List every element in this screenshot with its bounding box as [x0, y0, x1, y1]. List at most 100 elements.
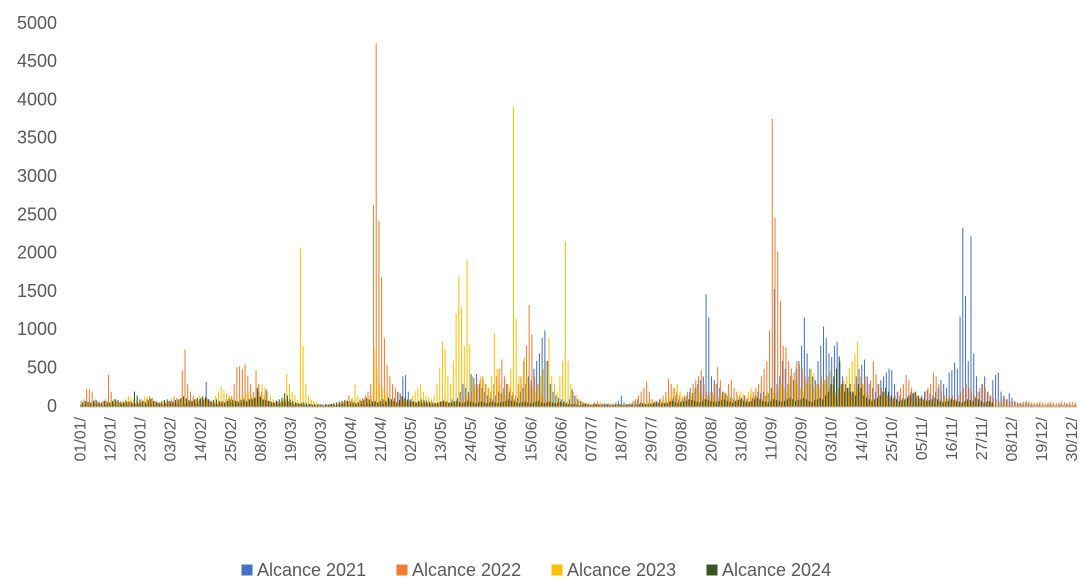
bar — [934, 397, 936, 407]
bar — [252, 391, 254, 407]
bar — [557, 402, 559, 407]
bar — [598, 404, 600, 407]
bar — [1014, 402, 1016, 407]
bar — [148, 402, 150, 407]
bar — [807, 380, 809, 407]
bar — [211, 402, 213, 407]
bar — [355, 404, 357, 407]
bar — [682, 395, 684, 407]
bar — [303, 404, 306, 407]
bar — [754, 395, 756, 407]
bar — [829, 370, 831, 407]
bar — [808, 400, 810, 407]
bar — [986, 391, 988, 407]
bar — [322, 404, 324, 407]
bar — [258, 391, 260, 407]
bar — [1003, 397, 1005, 407]
bar — [433, 403, 435, 407]
bar — [177, 399, 179, 407]
bar — [1053, 404, 1055, 407]
bar — [176, 397, 178, 407]
bar — [300, 403, 302, 407]
bar — [145, 404, 147, 407]
bar — [768, 393, 770, 407]
bar — [626, 404, 629, 407]
bar — [511, 395, 513, 407]
bar — [303, 402, 305, 407]
bar — [634, 400, 636, 407]
bar — [685, 400, 687, 407]
bar — [652, 403, 654, 407]
bar — [325, 404, 327, 407]
bar — [762, 400, 764, 407]
bar — [298, 403, 300, 407]
bar — [110, 404, 112, 407]
bar — [656, 400, 658, 407]
bar — [118, 402, 120, 407]
bar — [295, 403, 297, 407]
bar — [1058, 402, 1060, 407]
bar — [92, 400, 95, 407]
bar — [757, 391, 759, 407]
bar — [608, 404, 610, 407]
bar — [571, 389, 573, 407]
bar — [629, 404, 631, 407]
bar — [674, 387, 676, 407]
legend-swatch — [705, 563, 719, 577]
bar — [682, 401, 685, 407]
bar — [348, 395, 350, 407]
bar — [855, 395, 857, 407]
bar — [619, 404, 621, 407]
bar — [127, 396, 129, 407]
bar — [143, 400, 145, 407]
bar — [575, 402, 577, 407]
bar — [1036, 404, 1038, 407]
bar — [693, 400, 695, 407]
bar — [355, 403, 357, 407]
bar — [611, 403, 613, 407]
bar — [148, 396, 151, 407]
bar — [987, 391, 989, 407]
bar — [707, 400, 709, 407]
bar — [419, 400, 421, 407]
bar — [1047, 402, 1049, 407]
bar — [147, 400, 149, 407]
bar — [240, 400, 242, 407]
bar — [486, 395, 489, 407]
bar — [636, 404, 638, 407]
bar — [678, 399, 680, 407]
bar — [141, 399, 143, 407]
bar — [741, 397, 743, 407]
bar — [261, 384, 263, 407]
bar — [445, 402, 447, 407]
bar — [338, 404, 340, 407]
bar — [430, 402, 432, 407]
bar — [791, 376, 793, 407]
bar — [409, 400, 411, 407]
bar — [629, 403, 631, 407]
bar — [138, 402, 140, 407]
bar — [965, 295, 967, 407]
bar — [245, 393, 247, 407]
bar — [316, 404, 318, 407]
bar — [648, 403, 650, 407]
bar — [184, 349, 186, 407]
bar — [914, 403, 916, 407]
bar — [468, 395, 470, 407]
bar — [507, 384, 509, 407]
bar — [163, 400, 165, 407]
bar — [247, 376, 249, 407]
bar — [687, 399, 689, 407]
bar — [611, 405, 613, 407]
bar — [155, 402, 157, 407]
bar — [525, 384, 527, 407]
bar — [317, 404, 319, 407]
bar — [121, 403, 123, 407]
bar — [281, 397, 283, 407]
bar — [250, 395, 252, 407]
bar — [114, 399, 116, 407]
bar — [200, 402, 202, 407]
bar — [663, 399, 665, 407]
bar — [450, 402, 452, 407]
bar — [676, 384, 678, 407]
